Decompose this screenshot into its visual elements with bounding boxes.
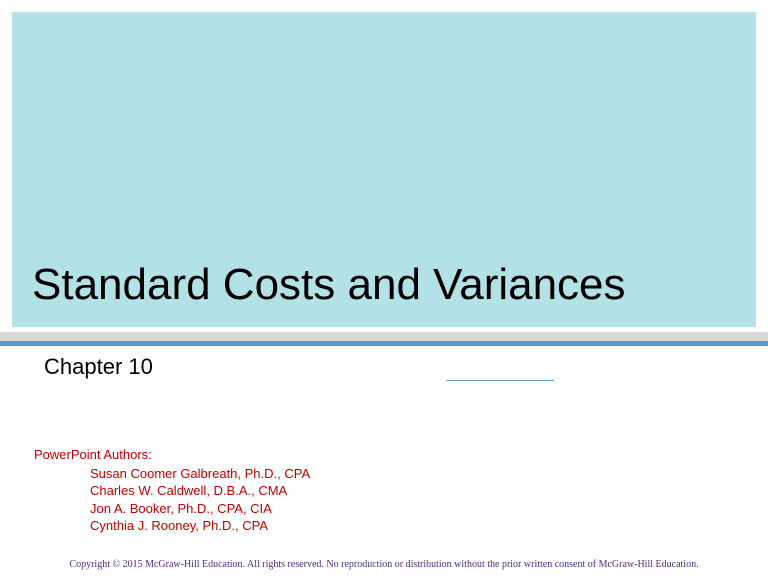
authors-heading: PowerPoint Authors:	[34, 446, 310, 464]
author-line: Jon A. Booker, Ph.D., CPA, CIA	[34, 500, 310, 518]
divider-gray-bar	[0, 332, 768, 341]
slide-title: Standard Costs and Variances	[32, 261, 626, 309]
authors-block: PowerPoint Authors: Susan Coomer Galbrea…	[34, 446, 310, 535]
chapter-label: Chapter 10	[36, 352, 161, 382]
author-line: Susan Coomer Galbreath, Ph.D., CPA	[34, 465, 310, 483]
underline-accent	[446, 380, 554, 381]
divider	[0, 332, 768, 350]
copyright-notice: Copyright © 2015 McGraw-Hill Education. …	[0, 559, 768, 570]
author-line: Cynthia J. Rooney, Ph.D., CPA	[34, 517, 310, 535]
title-block: Standard Costs and Variances	[12, 12, 756, 327]
author-line: Charles W. Caldwell, D.B.A., CMA	[34, 482, 310, 500]
divider-blue-bar	[0, 341, 768, 346]
